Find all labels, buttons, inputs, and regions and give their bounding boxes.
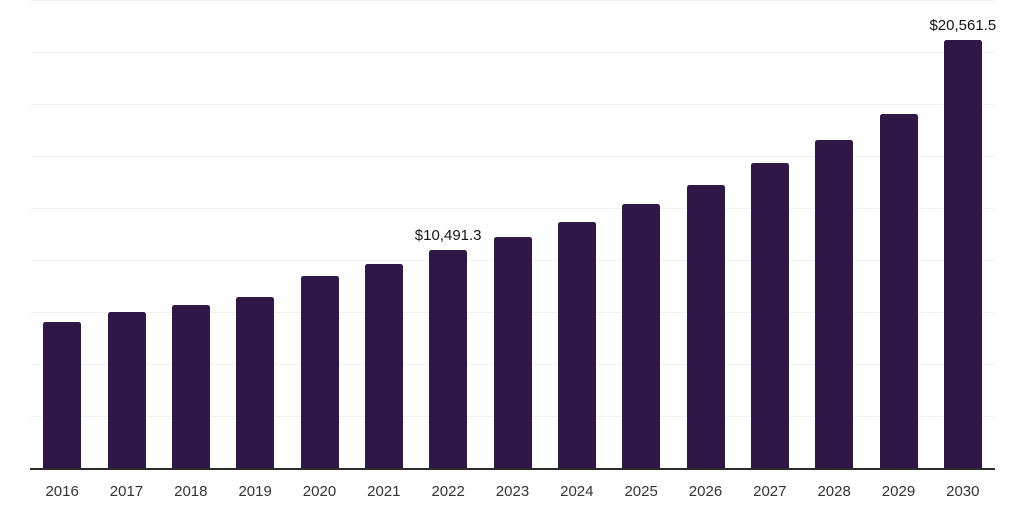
x-tick-label-2022: 2022 <box>431 483 465 500</box>
bar-2016 <box>43 322 82 469</box>
bar-2018 <box>171 304 210 469</box>
bar-2024 <box>557 222 596 469</box>
bar-2022 <box>429 250 468 469</box>
bar-2028 <box>815 140 854 469</box>
gridline <box>30 103 995 105</box>
x-tick-label-2024: 2024 <box>560 483 594 500</box>
gridline <box>30 207 995 209</box>
x-tick-label-2030: 2030 <box>946 483 980 500</box>
x-tick-label-2029: 2029 <box>881 483 916 500</box>
x-tick-label-2028: 2028 <box>817 483 851 500</box>
gridline <box>30 155 995 157</box>
x-tick-label-2026: 2026 <box>688 483 723 500</box>
bar-2026 <box>686 185 725 469</box>
gridline <box>30 51 995 53</box>
data-label-2030: $20,561.5 <box>929 17 997 35</box>
x-tick-label-2016: 2016 <box>45 483 79 500</box>
bar-2025 <box>622 204 661 469</box>
x-tick-label-2018: 2018 <box>174 483 208 500</box>
bar-2030 <box>943 40 982 469</box>
bar-2019 <box>236 297 275 469</box>
bar-2029 <box>879 114 918 469</box>
x-tick-label-2023: 2023 <box>495 483 530 500</box>
bar-2017 <box>107 312 146 469</box>
bar-2021 <box>364 264 403 469</box>
x-tick-label-2017: 2017 <box>109 483 144 500</box>
bar-2027 <box>750 163 789 469</box>
plot-area: $10,491.3 $20,561.5 <box>30 0 996 470</box>
data-label-2022: $10,491.3 <box>414 227 482 245</box>
x-tick-label-2020: 2020 <box>302 483 337 500</box>
bar-2020 <box>300 275 339 469</box>
gridline <box>30 0 995 1</box>
x-tick-label-2021: 2021 <box>367 483 401 500</box>
bar-2023 <box>493 237 532 469</box>
x-tick-label-2019: 2019 <box>238 483 272 500</box>
x-tick-label-2025: 2025 <box>624 483 658 500</box>
x-axis-line <box>30 468 995 470</box>
x-tick-label-2027: 2027 <box>753 483 787 500</box>
